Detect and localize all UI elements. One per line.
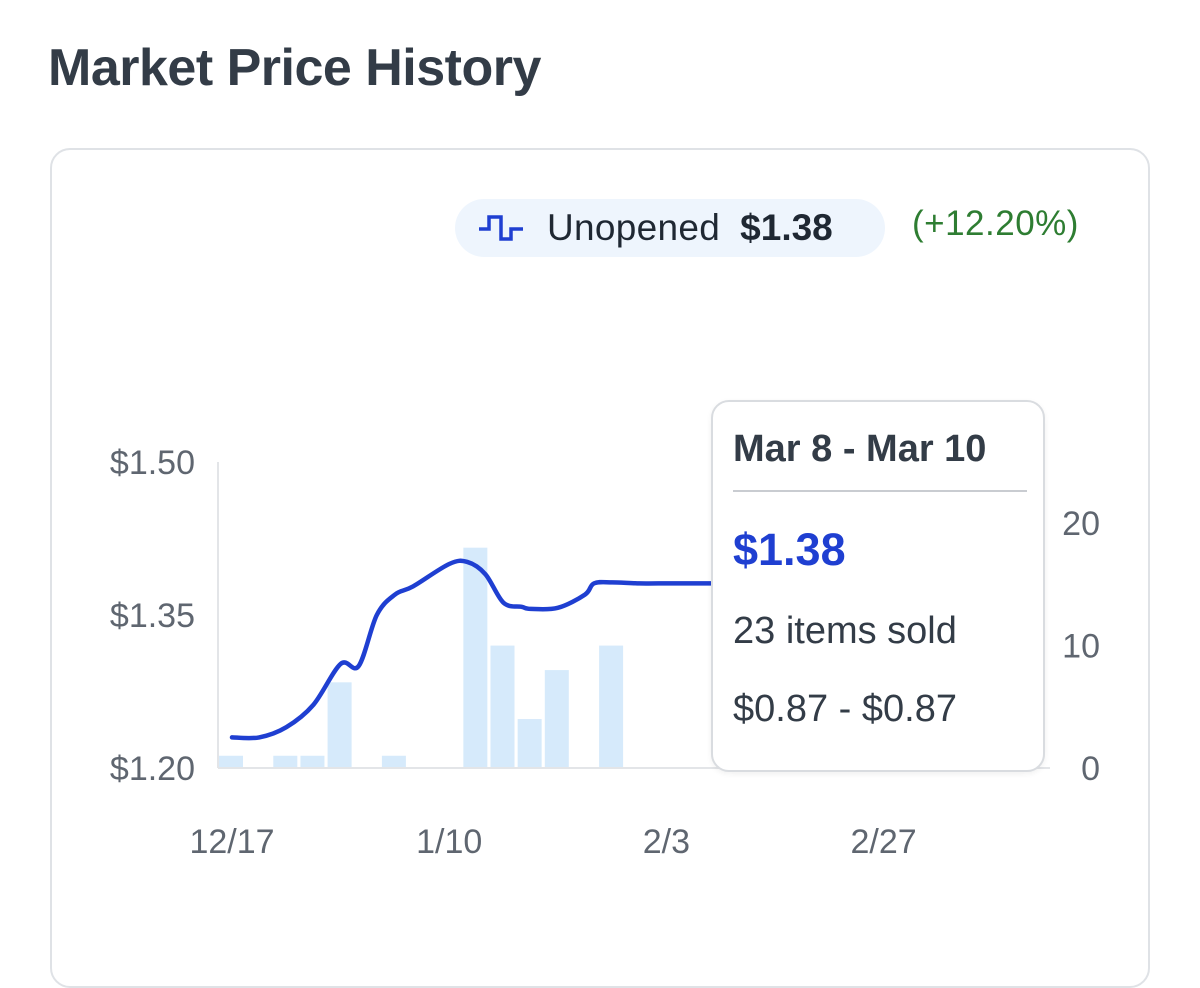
x-tick-label: 2/3 (643, 823, 690, 861)
legend-condition-label: Unopened (547, 207, 721, 248)
step-line-icon (479, 215, 523, 241)
tooltip-price-range: $0.87 - $0.87 (733, 688, 957, 730)
legend-price: $1.38 (740, 207, 833, 248)
y-left-tick-label: $1.35 (110, 597, 195, 635)
price-line (229, 558, 732, 741)
volume-bar (544, 670, 569, 768)
y-right-tick-label: 10 (1062, 628, 1100, 666)
volume-bar (490, 645, 515, 768)
volume-bar (300, 755, 325, 768)
volume-bar (599, 645, 624, 768)
legend-change: (+12.20%) (912, 204, 1079, 243)
y-left-tick-label: $1.20 (110, 750, 195, 788)
volume-bar (327, 682, 352, 768)
y-right-tick-label: 20 (1062, 505, 1100, 543)
page-title: Market Price History (48, 39, 541, 97)
tooltip-items-sold: 23 items sold (733, 610, 957, 652)
x-tick-label: 2/27 (851, 823, 917, 861)
y-left-tick-label: $1.50 (110, 444, 195, 482)
tooltip-date-range: Mar 8 - Mar 10 (733, 428, 987, 470)
legend-unopened[interactable]: Unopened $1.38 (455, 199, 885, 257)
chart-tooltip: Mar 8 - Mar 10 $1.38 23 items sold $0.87… (711, 400, 1045, 772)
tooltip-divider (733, 490, 1027, 492)
volume-bar (381, 755, 406, 768)
volume-bar (219, 755, 243, 768)
volume-bar (517, 719, 542, 768)
tooltip-price: $1.38 (733, 524, 846, 575)
x-tick-label: 1/10 (416, 823, 482, 861)
volume-bar (273, 755, 298, 768)
volume-bar (463, 547, 488, 768)
y-right-tick-label: 0 (1081, 750, 1100, 788)
x-tick-label: 12/17 (189, 823, 274, 861)
